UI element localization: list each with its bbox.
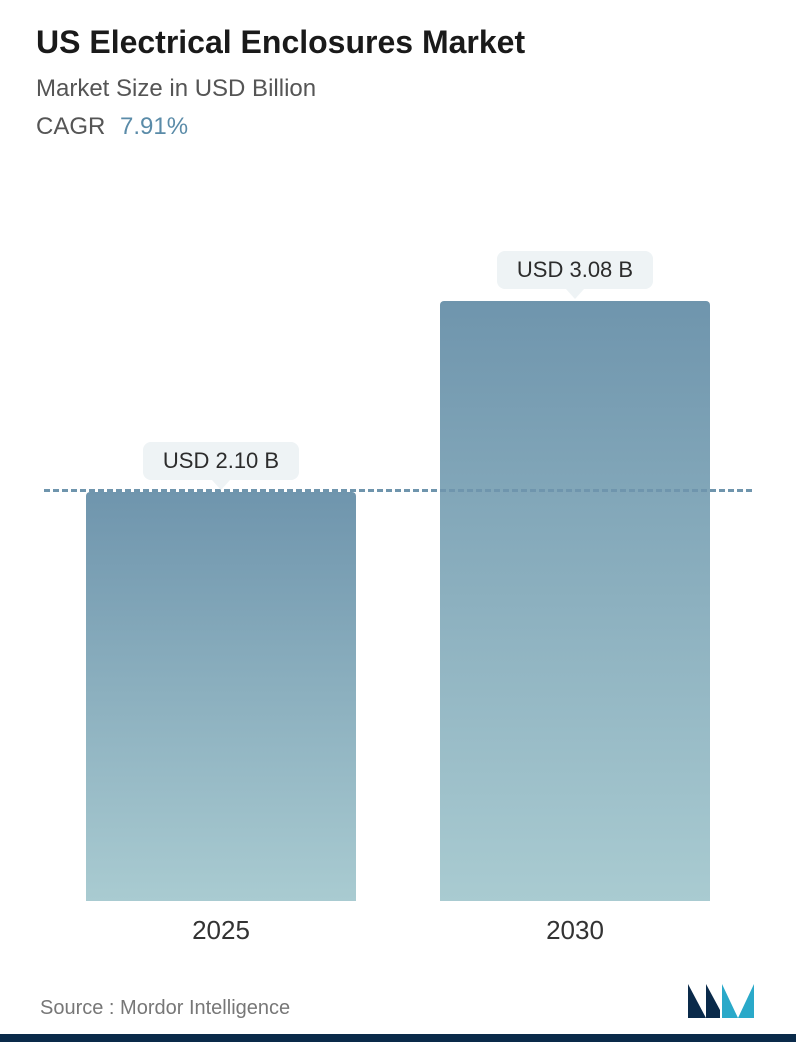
reference-line xyxy=(44,489,752,492)
value-pill-pointer-icon xyxy=(212,480,230,490)
value-pill-pointer-icon xyxy=(566,289,584,299)
bar xyxy=(86,492,356,901)
x-axis-label: 2030 xyxy=(425,915,725,946)
bars-container: USD 2.10 B USD 3.08 B xyxy=(44,181,752,901)
cagr-label: CAGR xyxy=(36,113,105,140)
cagr-line: CAGR 7.91% xyxy=(36,113,760,141)
chart-plot-area: USD 2.10 B USD 3.08 B xyxy=(44,181,752,901)
bar xyxy=(440,301,710,901)
x-axis-label: 2025 xyxy=(71,915,371,946)
bottom-border xyxy=(0,1034,796,1042)
brand-logo-icon xyxy=(686,976,756,1020)
cagr-value: 7.91% xyxy=(120,113,188,140)
footer: Source : Mordor Intelligence xyxy=(36,946,760,1034)
x-axis: 2025 2030 xyxy=(44,915,752,946)
chart-title: US Electrical Enclosures Market xyxy=(36,24,760,61)
value-pill: USD 3.08 B xyxy=(497,251,653,289)
source-text: Source : Mordor Intelligence xyxy=(40,997,290,1020)
bar-group-2030: USD 3.08 B xyxy=(425,181,725,901)
bar-group-2025: USD 2.10 B xyxy=(71,181,371,901)
value-pill: USD 2.10 B xyxy=(143,442,299,480)
chart-subtitle: Market Size in USD Billion xyxy=(36,75,760,103)
